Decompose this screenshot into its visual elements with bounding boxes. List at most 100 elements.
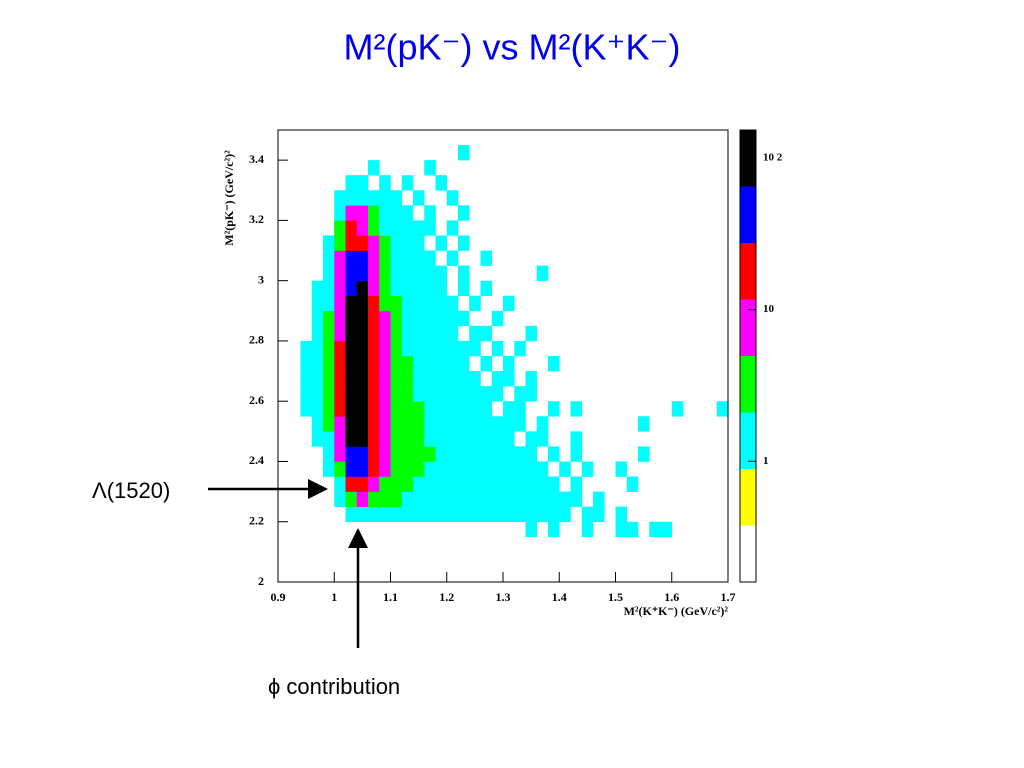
cell — [638, 145, 650, 160]
cell — [593, 552, 605, 567]
cell — [638, 552, 650, 567]
cell — [424, 386, 436, 402]
cell — [424, 446, 436, 462]
cell — [346, 522, 358, 537]
cell — [514, 160, 526, 175]
cell — [559, 145, 571, 160]
cell — [334, 160, 346, 175]
cell — [503, 506, 515, 523]
cell — [436, 552, 448, 567]
cell — [604, 220, 616, 235]
cell — [717, 537, 729, 552]
cell — [447, 567, 459, 582]
cell — [334, 190, 346, 206]
cell — [649, 416, 661, 431]
x-tick-label: 1.3 — [496, 590, 511, 604]
cell — [312, 266, 324, 281]
cell — [616, 251, 628, 266]
cell — [312, 235, 324, 250]
cell — [469, 446, 481, 462]
cell — [582, 386, 594, 401]
cell — [526, 311, 538, 326]
cell — [503, 341, 515, 356]
cell — [446, 310, 459, 327]
cell — [413, 220, 425, 236]
cell — [672, 145, 684, 160]
cell — [368, 461, 380, 477]
cell — [424, 522, 436, 537]
cell — [581, 506, 594, 523]
cell — [548, 130, 560, 145]
cell — [694, 416, 706, 431]
cell — [717, 477, 729, 492]
colorbar-band — [740, 356, 756, 413]
cell — [402, 537, 414, 552]
cell — [491, 386, 504, 402]
cell — [492, 205, 504, 220]
cell — [334, 356, 346, 372]
cell — [604, 537, 616, 552]
cell — [379, 537, 391, 552]
cell — [311, 280, 324, 297]
cell — [492, 401, 504, 416]
cell — [559, 311, 571, 326]
cell — [323, 130, 335, 145]
cell — [278, 220, 290, 235]
cell — [323, 235, 335, 251]
cell — [661, 567, 673, 582]
cell — [481, 371, 493, 386]
cell — [649, 537, 661, 552]
cell — [446, 446, 459, 462]
cell — [604, 326, 616, 341]
cell — [368, 145, 380, 160]
cell — [593, 326, 605, 341]
cell — [401, 386, 414, 402]
cell — [334, 416, 346, 432]
x-tick-label: 1.1 — [383, 590, 398, 604]
cell — [559, 431, 571, 446]
cell — [514, 311, 526, 326]
cell — [706, 341, 718, 356]
annotation: Λ(1520) — [92, 478, 170, 503]
cell — [717, 552, 729, 567]
cell — [526, 401, 538, 416]
cell — [570, 401, 583, 417]
cell — [593, 235, 605, 250]
cell — [356, 280, 369, 297]
cell — [548, 190, 560, 205]
cell — [717, 386, 729, 401]
cell — [469, 160, 481, 175]
cell — [435, 401, 448, 417]
cell — [672, 446, 684, 461]
cell — [435, 265, 448, 281]
cell — [717, 522, 729, 537]
cell — [559, 522, 571, 537]
cell — [616, 281, 628, 296]
cell — [514, 175, 526, 190]
cell — [390, 491, 403, 507]
cell — [492, 251, 504, 266]
cell — [661, 175, 673, 190]
cell — [368, 567, 380, 582]
cell — [649, 461, 661, 476]
cell — [559, 446, 571, 461]
cell — [458, 175, 470, 190]
cell — [559, 205, 571, 220]
cell — [537, 145, 549, 160]
cell — [458, 340, 470, 357]
cell — [312, 492, 324, 507]
cell — [616, 190, 628, 205]
cell — [446, 386, 459, 402]
cell — [402, 522, 414, 537]
cell — [469, 311, 481, 326]
cell — [571, 145, 583, 160]
cell — [289, 416, 301, 431]
cell — [717, 235, 729, 250]
cell — [379, 235, 391, 251]
cell — [436, 160, 448, 175]
cell — [390, 340, 403, 357]
cell — [672, 296, 684, 311]
cell — [345, 295, 358, 312]
cell — [492, 235, 504, 250]
cell — [379, 461, 391, 477]
